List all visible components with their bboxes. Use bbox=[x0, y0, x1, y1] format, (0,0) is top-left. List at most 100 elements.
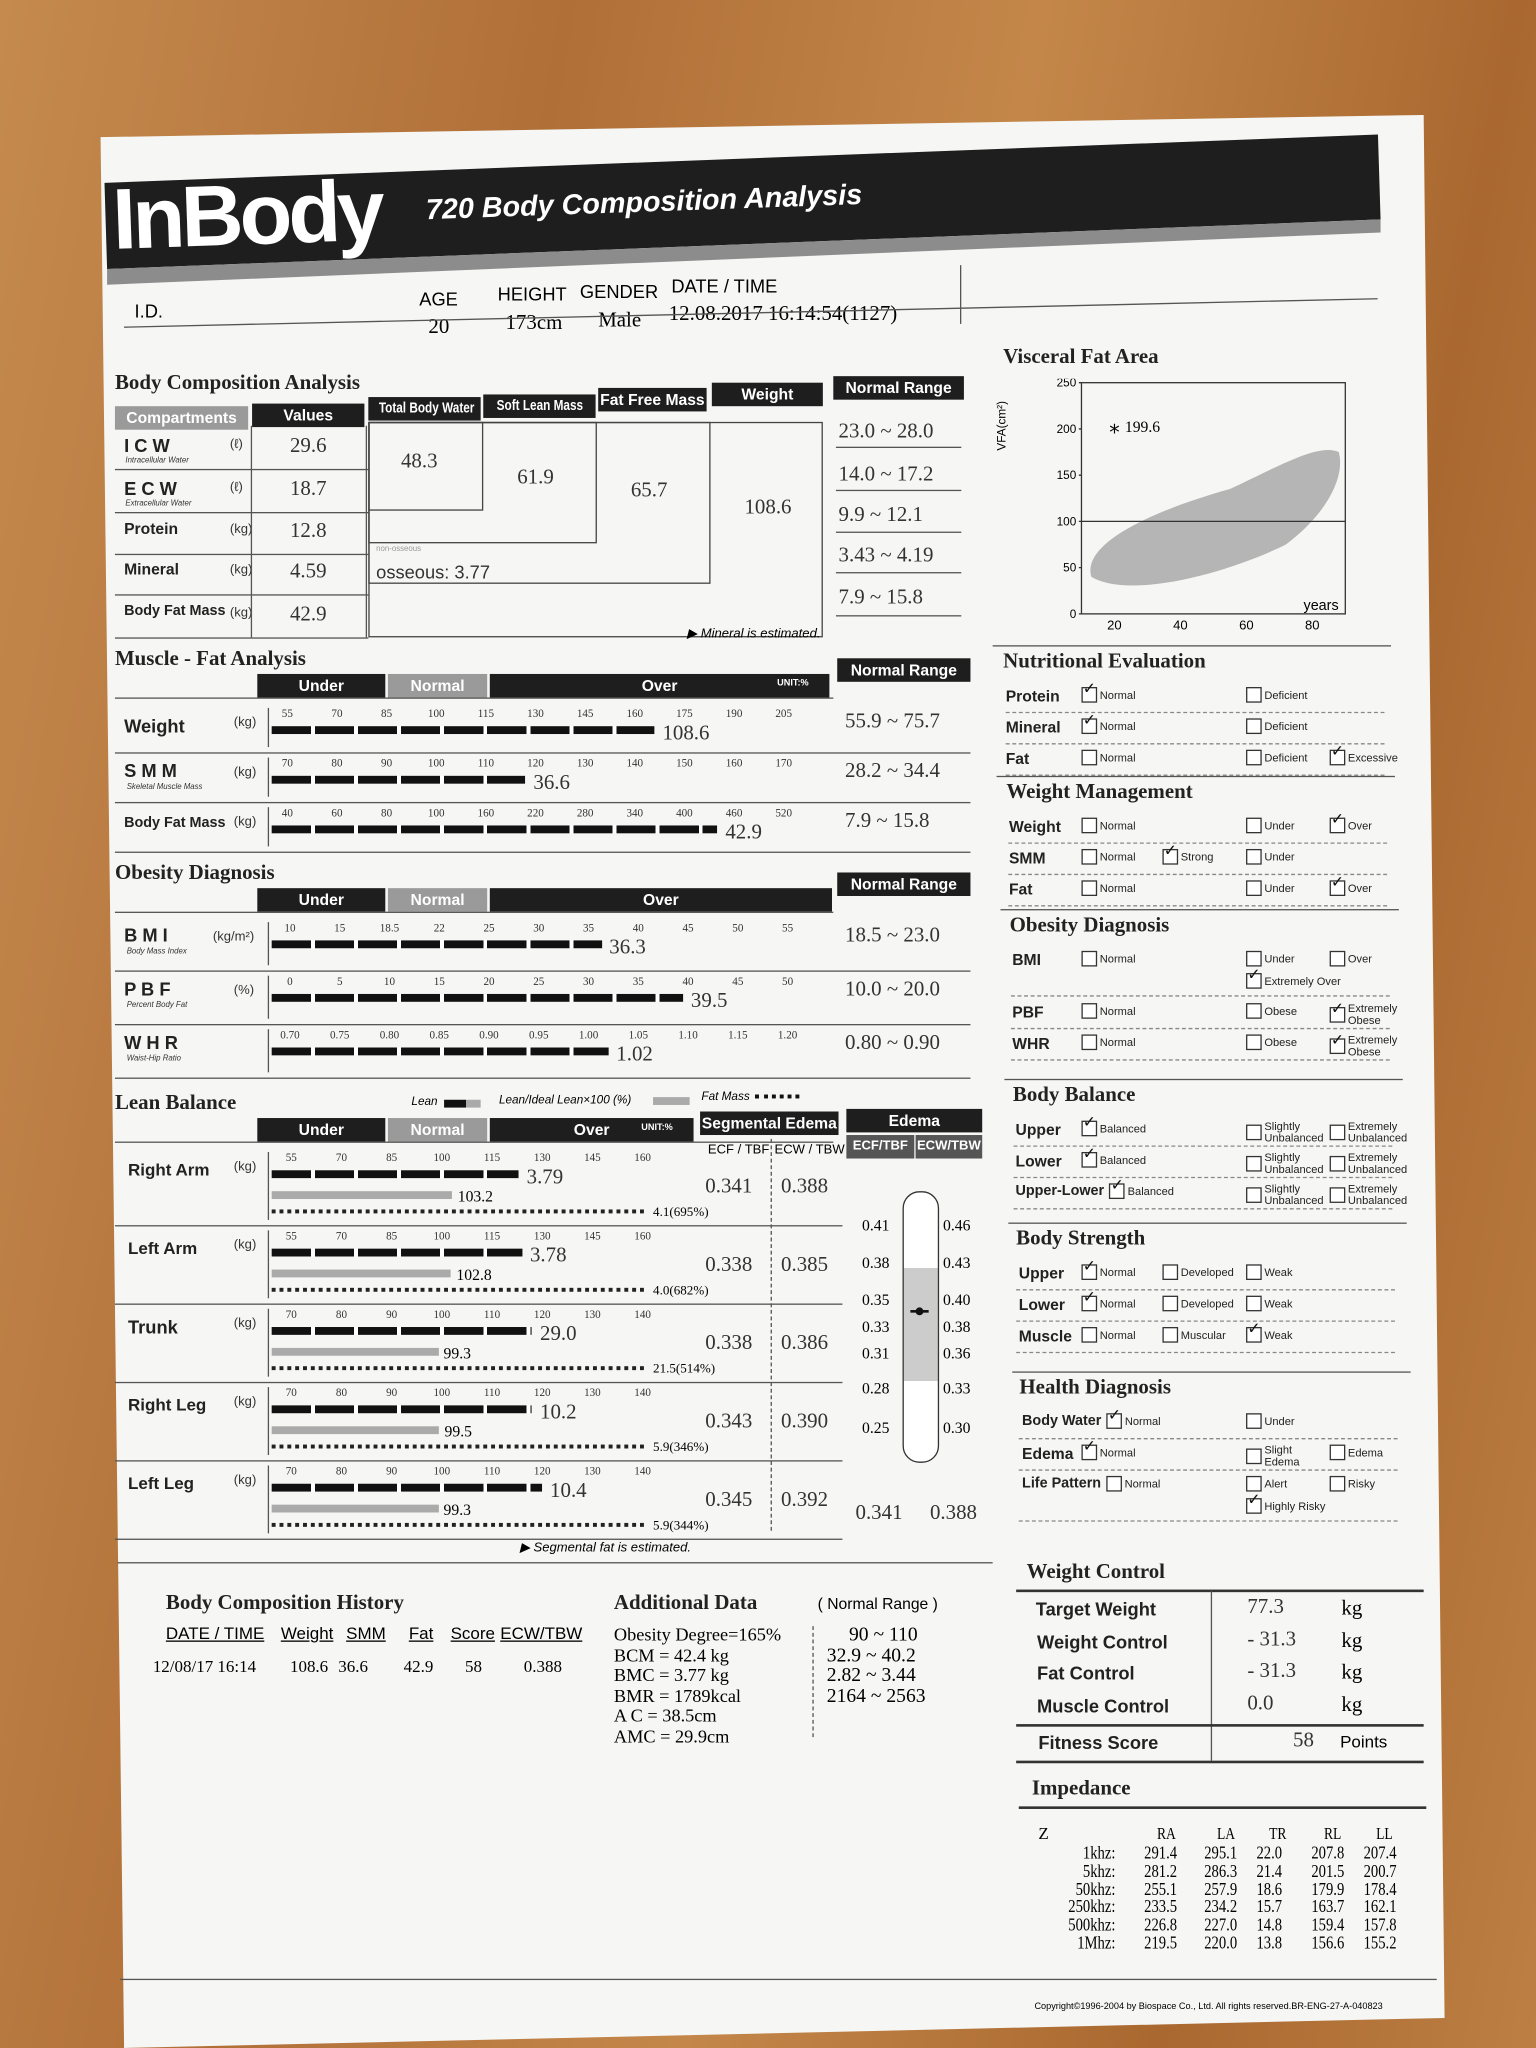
checkbox-box[interactable] bbox=[1329, 1155, 1346, 1172]
checkbox-box[interactable] bbox=[1246, 1124, 1262, 1141]
checkbox-normal[interactable]: Normal bbox=[1081, 950, 1159, 967]
checkbox-extremely-obese[interactable]: Extremely Obese bbox=[1329, 1002, 1416, 1027]
checkbox-risky[interactable]: Risky bbox=[1329, 1475, 1416, 1492]
checkbox-normal[interactable]: Normal bbox=[1106, 1409, 1185, 1429]
checkbox-over[interactable]: Over bbox=[1329, 814, 1416, 834]
checkbox-box[interactable] bbox=[1162, 1327, 1179, 1343]
checkbox-box[interactable] bbox=[1081, 817, 1098, 834]
checkbox-balanced[interactable]: Balanced bbox=[1081, 1117, 1159, 1137]
checkbox-under[interactable]: Under bbox=[1246, 848, 1327, 865]
checkbox-balanced[interactable]: Balanced bbox=[1109, 1179, 1187, 1200]
checkbox-slightly-unbalanced[interactable]: Slightly Unbalanced bbox=[1246, 1151, 1327, 1176]
checkbox-box[interactable] bbox=[1246, 817, 1262, 834]
checkbox-box[interactable] bbox=[1081, 950, 1098, 967]
checkbox-box[interactable] bbox=[1329, 1124, 1346, 1141]
checkbox-weak[interactable]: Weak bbox=[1246, 1264, 1327, 1280]
checkbox-box[interactable] bbox=[1246, 1155, 1262, 1172]
checkbox-box[interactable] bbox=[1162, 845, 1179, 865]
checkbox-box[interactable] bbox=[1246, 1413, 1262, 1429]
checkbox-normal[interactable]: Normal bbox=[1081, 1034, 1159, 1051]
checkbox-extremely-unbalanced[interactable]: Extremely Unbalanced bbox=[1329, 1183, 1416, 1207]
checkbox-over[interactable]: Over bbox=[1329, 876, 1416, 896]
checkbox-box[interactable] bbox=[1329, 814, 1346, 834]
checkbox-highly-risky[interactable]: Highly Risky bbox=[1246, 1494, 1390, 1514]
checkbox-over[interactable]: Over bbox=[1329, 950, 1416, 967]
checkbox-normal[interactable]: Normal bbox=[1081, 1003, 1159, 1019]
checkbox-developed[interactable]: Developed bbox=[1162, 1295, 1240, 1312]
checkbox-edema[interactable]: Edema bbox=[1329, 1444, 1416, 1461]
checkbox-balanced[interactable]: Balanced bbox=[1081, 1148, 1159, 1168]
checkbox-box[interactable] bbox=[1081, 1034, 1098, 1051]
checkbox-obese[interactable]: Obese bbox=[1246, 1034, 1327, 1051]
checkbox-box[interactable] bbox=[1329, 1034, 1346, 1055]
checkbox-normal[interactable]: Normal bbox=[1081, 848, 1159, 865]
checkbox-box[interactable] bbox=[1329, 876, 1346, 896]
checkbox-box[interactable] bbox=[1246, 1475, 1262, 1492]
checkbox-extremely-unbalanced[interactable]: Extremely Unbalanced bbox=[1329, 1120, 1416, 1145]
checkbox-box[interactable] bbox=[1329, 1187, 1346, 1203]
checkbox-extremely-obese[interactable]: Extremely Obese bbox=[1329, 1034, 1416, 1058]
checkbox-box[interactable] bbox=[1246, 880, 1262, 896]
checkbox-box[interactable] bbox=[1081, 1327, 1098, 1343]
checkbox-box[interactable] bbox=[1246, 749, 1262, 766]
checkbox-box[interactable] bbox=[1081, 714, 1098, 735]
checkbox-alert[interactable]: Alert bbox=[1246, 1475, 1327, 1492]
checkbox-deficient[interactable]: Deficient bbox=[1246, 718, 1327, 735]
checkbox-box[interactable] bbox=[1246, 1323, 1262, 1343]
checkbox-box[interactable] bbox=[1246, 687, 1262, 703]
checkbox-box[interactable] bbox=[1246, 950, 1262, 967]
checkbox-normal[interactable]: Normal bbox=[1081, 1327, 1159, 1343]
checkbox-box[interactable] bbox=[1246, 718, 1262, 735]
checkbox-box[interactable] bbox=[1081, 880, 1098, 896]
checkbox-under[interactable]: Under bbox=[1246, 950, 1327, 967]
checkbox-weak[interactable]: Weak bbox=[1246, 1323, 1327, 1343]
checkbox-normal[interactable]: Normal bbox=[1081, 817, 1159, 834]
checkbox-box[interactable] bbox=[1081, 749, 1098, 766]
checkbox-normal[interactable]: Normal bbox=[1081, 1260, 1159, 1280]
checkbox-box[interactable] bbox=[1329, 746, 1346, 766]
checkbox-strong[interactable]: Strong bbox=[1162, 845, 1240, 865]
checkbox-box[interactable] bbox=[1081, 1003, 1098, 1019]
checkbox-developed[interactable]: Developed bbox=[1162, 1264, 1240, 1280]
checkbox-box[interactable] bbox=[1329, 950, 1346, 967]
checkbox-box[interactable] bbox=[1246, 1034, 1262, 1051]
checkbox-box[interactable] bbox=[1081, 1117, 1098, 1137]
checkbox-box[interactable] bbox=[1081, 1441, 1098, 1461]
checkbox-box[interactable] bbox=[1329, 1475, 1346, 1492]
checkbox-box[interactable] bbox=[1246, 1003, 1262, 1019]
checkbox-deficient[interactable]: Deficient bbox=[1246, 749, 1327, 766]
checkbox-box[interactable] bbox=[1329, 1444, 1346, 1461]
checkbox-normal[interactable]: Normal bbox=[1081, 714, 1159, 735]
checkbox-box[interactable] bbox=[1106, 1475, 1122, 1492]
checkbox-box[interactable] bbox=[1081, 1148, 1098, 1168]
checkbox-extremely-unbalanced[interactable]: Extremely Unbalanced bbox=[1329, 1151, 1416, 1176]
checkbox-excessive[interactable]: Excessive bbox=[1329, 746, 1416, 766]
checkbox-box[interactable] bbox=[1246, 969, 1262, 989]
checkbox-box[interactable] bbox=[1106, 1409, 1123, 1429]
checkbox-under[interactable]: Under bbox=[1246, 817, 1327, 834]
checkbox-under[interactable]: Under bbox=[1246, 880, 1327, 896]
checkbox-box[interactable] bbox=[1081, 683, 1098, 703]
checkbox-box[interactable] bbox=[1246, 1494, 1262, 1514]
checkbox-normal[interactable]: Normal bbox=[1081, 749, 1159, 766]
checkbox-box[interactable] bbox=[1109, 1179, 1126, 1200]
checkbox-box[interactable] bbox=[1081, 1260, 1098, 1280]
checkbox-box[interactable] bbox=[1246, 1187, 1262, 1203]
checkbox-slightly-unbalanced[interactable]: Slightly Unbalanced bbox=[1246, 1120, 1327, 1145]
checkbox-deficient[interactable]: Deficient bbox=[1246, 687, 1327, 703]
checkbox-box[interactable] bbox=[1081, 1292, 1098, 1312]
checkbox-slightly-unbalanced[interactable]: Slightly Unbalanced bbox=[1246, 1183, 1327, 1207]
checkbox-box[interactable] bbox=[1246, 848, 1262, 865]
checkbox-muscular[interactable]: Muscular bbox=[1162, 1327, 1240, 1343]
checkbox-obese[interactable]: Obese bbox=[1246, 1003, 1327, 1019]
checkbox-box[interactable] bbox=[1246, 1264, 1262, 1280]
checkbox-box[interactable] bbox=[1246, 1448, 1262, 1465]
checkbox-normal[interactable]: Normal bbox=[1081, 880, 1159, 896]
checkbox-normal[interactable]: Normal bbox=[1081, 1441, 1159, 1461]
checkbox-box[interactable] bbox=[1162, 1264, 1179, 1280]
checkbox-normal[interactable]: Normal bbox=[1106, 1475, 1184, 1492]
checkbox-slight-edema[interactable]: Slight Edema bbox=[1246, 1444, 1327, 1469]
checkbox-under[interactable]: Under bbox=[1246, 1413, 1327, 1429]
checkbox-extremely-over[interactable]: Extremely Over bbox=[1246, 969, 1390, 989]
checkbox-weak[interactable]: Weak bbox=[1246, 1295, 1327, 1312]
